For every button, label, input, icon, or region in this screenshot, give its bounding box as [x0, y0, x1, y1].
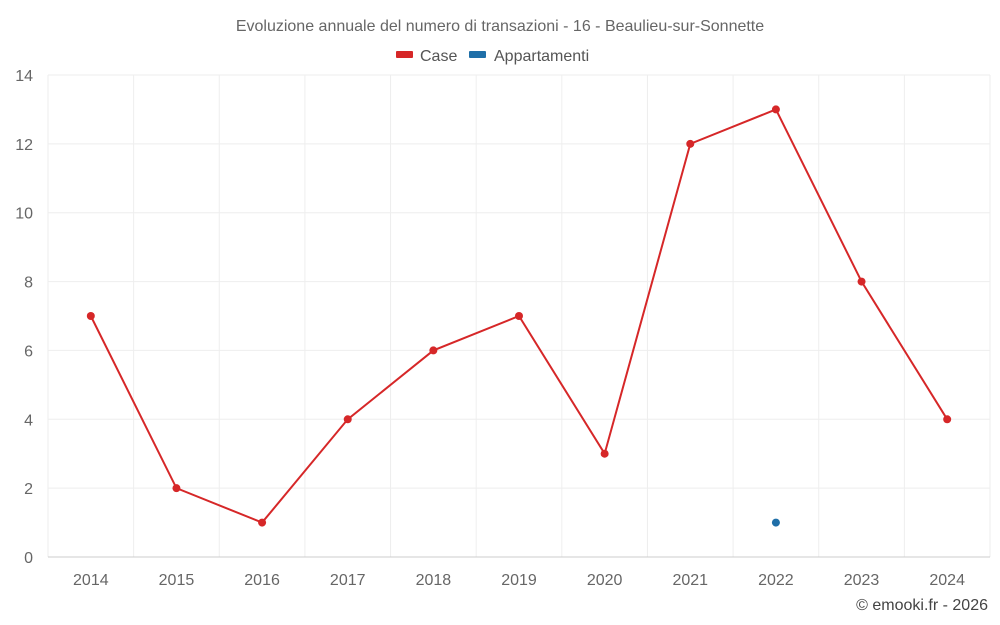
credit-text: © emooki.fr - 2026: [856, 597, 988, 614]
grid: [47, 74, 991, 557]
x-tick-label: 2016: [244, 572, 280, 589]
data-point-case[interactable]: [600, 449, 609, 458]
data-point-case[interactable]: [343, 415, 352, 424]
y-tick-label: 2: [24, 481, 33, 498]
data-point-case[interactable]: [943, 415, 952, 424]
y-tick-label: 14: [15, 68, 33, 85]
data-point-appartamenti[interactable]: [771, 518, 780, 527]
y-axis-ticks: 0 2 4 6 8 10 12 14: [15, 68, 33, 567]
x-tick-label: 2020: [587, 572, 623, 589]
series-layer: [86, 105, 952, 527]
x-tick-label: 2014: [73, 572, 109, 589]
y-tick-label: 0: [24, 550, 33, 567]
x-tick-label: 2017: [330, 572, 366, 589]
chart-title: Evoluzione annuale del numero di transaz…: [236, 18, 764, 35]
legend-item-appartamenti[interactable]: Appartamenti: [469, 48, 589, 65]
y-tick-label: 4: [24, 412, 33, 429]
x-tick-label: 2018: [416, 572, 452, 589]
legend-label-appartamenti: Appartamenti: [494, 48, 589, 65]
data-point-case[interactable]: [515, 312, 523, 320]
legend-swatch-case: [396, 51, 413, 58]
legend-label-case: Case: [420, 48, 457, 65]
data-point-case[interactable]: [86, 312, 95, 320]
x-tick-label: 2015: [159, 572, 195, 589]
legend-item-case[interactable]: Case: [396, 48, 457, 65]
data-point-case[interactable]: [857, 277, 866, 286]
legend: Case Appartamenti: [396, 48, 589, 65]
y-tick-label: 12: [15, 137, 33, 154]
x-tick-label: 2023: [844, 572, 880, 589]
y-tick-label: 6: [24, 343, 33, 360]
x-tick-label: 2022: [758, 572, 794, 589]
data-point-case[interactable]: [429, 346, 438, 355]
data-point-case[interactable]: [771, 105, 780, 114]
data-point-case[interactable]: [686, 139, 695, 148]
legend-swatch-appartamenti: [469, 51, 486, 58]
x-tick-label: 2021: [672, 572, 708, 589]
data-point-case[interactable]: [172, 484, 181, 493]
y-tick-label: 8: [24, 275, 33, 292]
data-point-case[interactable]: [258, 518, 267, 527]
x-axis-ticks: 2014 2015 2016 2017 2018 2019 2020 2021 2022 2023…: [73, 572, 965, 589]
y-tick-label: 10: [15, 206, 33, 223]
x-tick-label: 2024: [929, 572, 965, 589]
x-tick-label: 2019: [501, 572, 537, 589]
